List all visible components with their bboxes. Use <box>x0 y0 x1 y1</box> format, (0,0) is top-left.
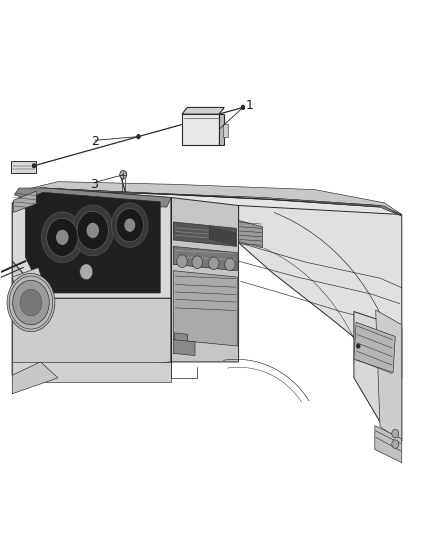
Polygon shape <box>12 188 45 375</box>
Circle shape <box>392 440 399 448</box>
Polygon shape <box>12 268 43 291</box>
Circle shape <box>77 212 109 249</box>
Circle shape <box>116 208 144 242</box>
Circle shape <box>208 257 219 270</box>
Circle shape <box>124 219 135 232</box>
Polygon shape <box>376 310 402 441</box>
Polygon shape <box>182 108 224 114</box>
Circle shape <box>241 105 245 110</box>
Polygon shape <box>19 188 402 224</box>
Text: 1: 1 <box>246 99 254 112</box>
Circle shape <box>56 230 69 245</box>
Polygon shape <box>19 188 402 216</box>
Polygon shape <box>354 322 395 373</box>
Circle shape <box>87 223 99 238</box>
Bar <box>11 161 36 173</box>
Circle shape <box>32 163 36 168</box>
Circle shape <box>112 203 148 247</box>
Polygon shape <box>21 182 402 215</box>
Polygon shape <box>12 188 171 298</box>
Polygon shape <box>12 261 171 375</box>
Polygon shape <box>219 114 224 144</box>
Polygon shape <box>171 198 239 362</box>
Polygon shape <box>12 362 58 394</box>
Circle shape <box>42 212 83 263</box>
Circle shape <box>177 255 187 268</box>
Polygon shape <box>12 362 171 382</box>
Polygon shape <box>354 312 402 441</box>
Polygon shape <box>173 340 195 356</box>
Polygon shape <box>239 220 262 248</box>
Polygon shape <box>375 425 402 463</box>
Text: 3: 3 <box>90 178 98 191</box>
Polygon shape <box>175 333 187 342</box>
Polygon shape <box>182 114 219 144</box>
Circle shape <box>7 273 55 332</box>
Bar <box>223 124 228 137</box>
Circle shape <box>225 258 235 271</box>
Circle shape <box>120 171 127 179</box>
Polygon shape <box>209 227 236 245</box>
Circle shape <box>13 280 49 325</box>
Polygon shape <box>173 271 237 346</box>
Circle shape <box>80 264 93 280</box>
Circle shape <box>356 343 360 349</box>
Polygon shape <box>14 191 36 213</box>
Circle shape <box>20 289 42 316</box>
Circle shape <box>136 134 141 139</box>
Circle shape <box>72 205 114 256</box>
Text: 2: 2 <box>92 135 99 148</box>
Polygon shape <box>173 246 237 271</box>
Polygon shape <box>25 192 160 293</box>
Circle shape <box>47 218 78 256</box>
Polygon shape <box>239 206 402 378</box>
Polygon shape <box>14 188 171 207</box>
Polygon shape <box>173 222 237 246</box>
Circle shape <box>192 256 202 269</box>
Circle shape <box>392 429 399 438</box>
